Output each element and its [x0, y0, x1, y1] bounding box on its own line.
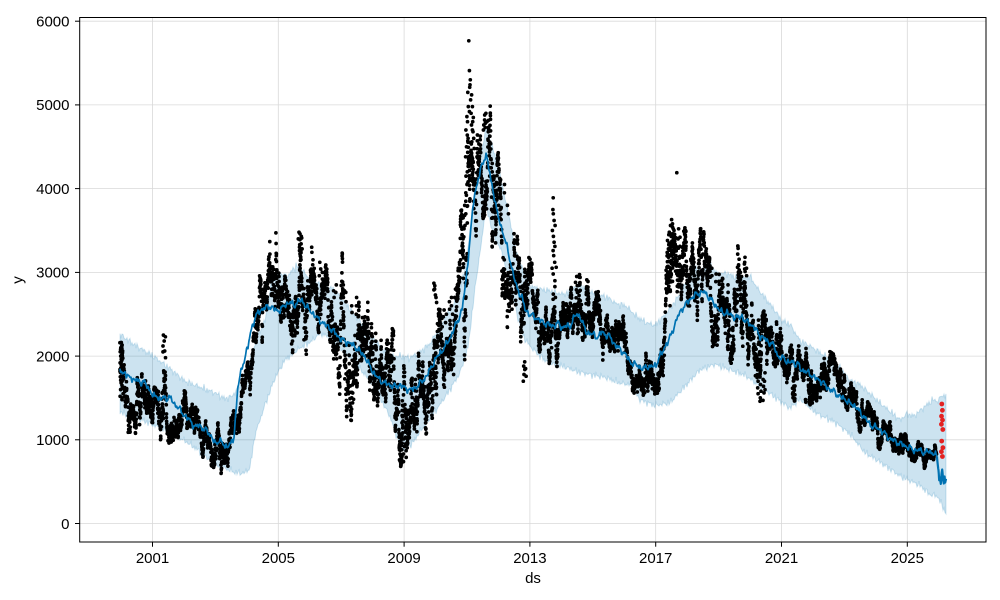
svg-text:y: y: [10, 276, 27, 284]
svg-text:2001: 2001: [136, 550, 169, 567]
svg-text:2005: 2005: [262, 550, 295, 567]
svg-text:2009: 2009: [387, 550, 420, 567]
svg-text:2025: 2025: [891, 550, 924, 567]
svg-text:2021: 2021: [765, 550, 798, 567]
svg-text:2013: 2013: [513, 550, 546, 567]
svg-text:5000: 5000: [36, 97, 69, 114]
svg-text:0: 0: [61, 516, 69, 533]
svg-text:6000: 6000: [36, 14, 69, 31]
svg-text:4000: 4000: [36, 181, 69, 198]
svg-text:3000: 3000: [36, 265, 69, 282]
svg-text:2000: 2000: [36, 348, 69, 365]
svg-text:1000: 1000: [36, 432, 69, 449]
svg-text:ds: ds: [525, 570, 541, 587]
svg-text:2017: 2017: [639, 550, 672, 567]
